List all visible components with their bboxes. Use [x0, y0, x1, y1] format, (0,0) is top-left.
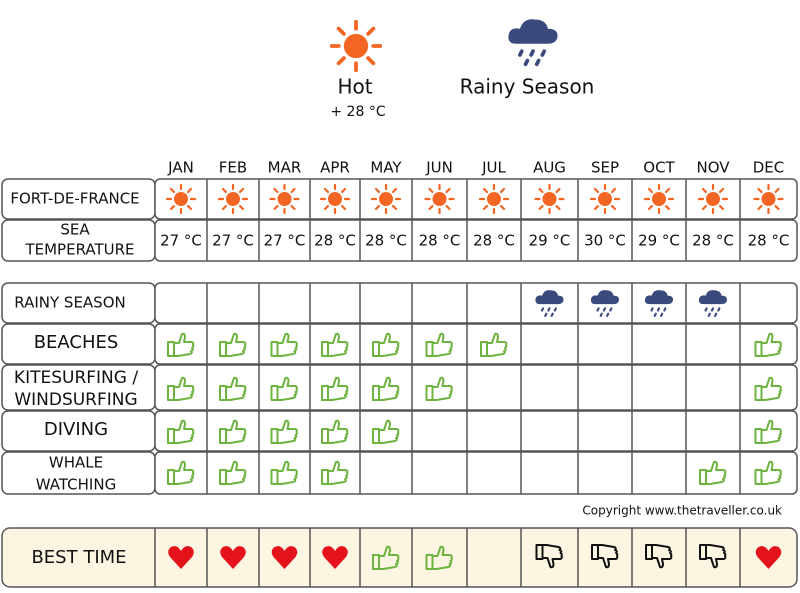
icon-sun	[534, 184, 565, 214]
row-label: TEMPERATURE	[24, 241, 134, 259]
icon-sun	[479, 184, 509, 214]
row-label: BEACHES	[34, 332, 119, 353]
sea-temp: 28 °C	[473, 232, 515, 250]
icon-sun	[371, 184, 401, 214]
month-label: DEC	[753, 159, 785, 177]
row-label: KITESURFING /	[14, 368, 138, 388]
legend-sun	[330, 20, 382, 72]
row-cells	[154, 323, 798, 365]
month-label: FEB	[219, 159, 247, 177]
legend-rain	[506, 17, 560, 67]
icon-sun	[424, 184, 455, 214]
month-label: JUN	[425, 159, 453, 177]
table-grid	[1, 178, 798, 588]
month-label: SEP	[591, 159, 619, 177]
row-label: WINDSURFING	[14, 390, 137, 410]
month-label: AUG	[533, 159, 566, 177]
icon-sun	[644, 184, 674, 214]
icon-sun	[320, 184, 350, 214]
sea-temp: 28 °C	[419, 232, 461, 250]
sea-temp: 28 °C	[748, 232, 790, 250]
legend-rainy: Rainy Season	[460, 75, 595, 99]
month-label: JUL	[481, 159, 506, 177]
month-label: JAN	[167, 159, 194, 177]
sea-temp: 30 °C	[584, 232, 626, 250]
legend-hot-detail: + 28 °C	[330, 104, 385, 120]
copyright: Copyright www.thetraveller.co.uk	[582, 504, 782, 518]
row-cells	[154, 364, 798, 411]
row-label: RAINY SEASON	[14, 294, 125, 312]
row-cells	[154, 219, 798, 262]
sea-temps: 27 °C 27 °C 27 °C 28 °C 28 °C 28 °C 28 °C 29 °C…	[160, 232, 789, 250]
row-cells	[154, 451, 798, 495]
month-label: OCT	[643, 159, 675, 177]
month-label: APR	[320, 159, 350, 177]
icon-sun	[166, 184, 196, 214]
sea-temp: 28 °C	[314, 232, 356, 250]
icon-sun	[590, 184, 620, 214]
sea-temp: 27 °C	[264, 232, 306, 250]
row-label: BEST TIME	[31, 547, 126, 568]
sea-temp: 27 °C	[160, 232, 202, 250]
sea-temp: 27 °C	[212, 232, 254, 250]
sea-temp: 29 °C	[529, 232, 571, 250]
best-row	[1, 527, 798, 588]
row-label: WATCHING	[36, 476, 116, 494]
row-label: DIVING	[44, 419, 108, 440]
legend-hot: Hot	[337, 75, 372, 99]
row-label: SEA	[60, 221, 90, 239]
icon-sun	[698, 184, 728, 214]
sea-temp: 28 °C	[692, 232, 734, 250]
sea-temp: 29 °C	[638, 232, 680, 250]
row-label: WHALE	[49, 454, 103, 472]
sea-temp: 28 °C	[365, 232, 407, 250]
row-label: FORT-DE-FRANCE	[10, 190, 139, 208]
month-label: NOV	[696, 159, 730, 177]
row-cells	[154, 410, 798, 452]
row-cells	[154, 178, 798, 220]
month-label: MAR	[268, 159, 302, 177]
month-header: JAN FEB MAR APR MAY JUN JUL AUG SEP OCT NOV DEC	[167, 159, 784, 177]
month-label: MAY	[370, 159, 402, 177]
icon-sun	[753, 184, 784, 214]
icon-sun	[269, 184, 300, 214]
icon-sun	[218, 184, 248, 214]
row-cells	[154, 282, 798, 324]
